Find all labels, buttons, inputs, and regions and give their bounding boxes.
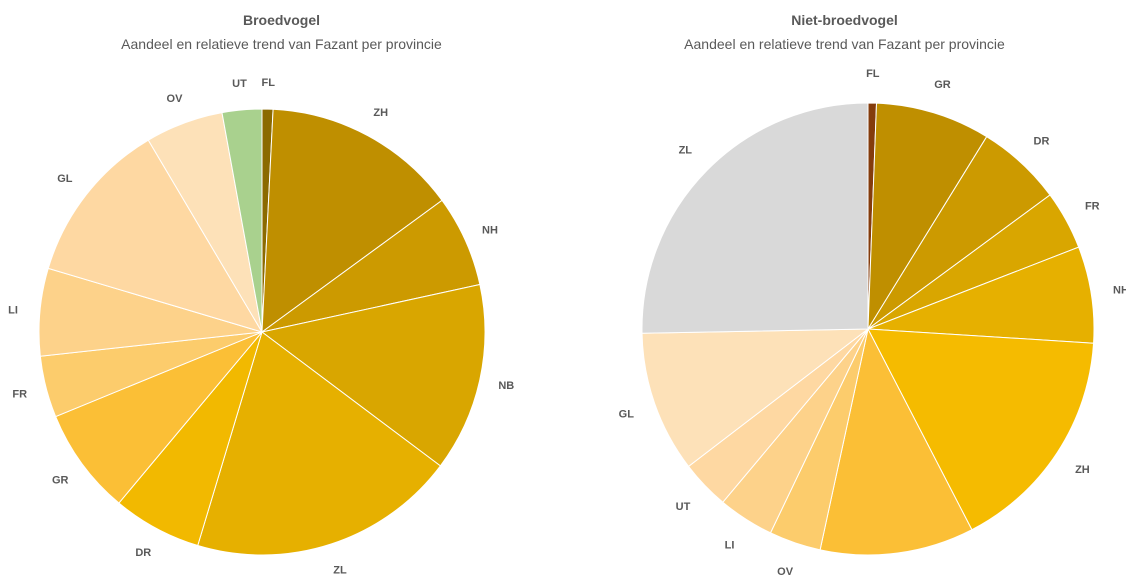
pie-slice-gl (47, 139, 264, 333)
pie-slice-ut (221, 108, 263, 333)
chart-title: Broedvogel (242, 12, 320, 28)
slice-label-zl: ZL (333, 565, 347, 577)
pie-slice-zl (641, 102, 869, 334)
chart-broedvogel: FL ZH NH NB ZL DR GR FR LI GL OV UT Broedvogel Aand… (8, 12, 514, 577)
pie-slice-gr (867, 102, 988, 331)
slice-label-li: LI (8, 305, 18, 317)
slice-label-fr: FR (12, 389, 27, 401)
pie-slice-zl (197, 331, 442, 556)
slice-label-gl: GL (619, 408, 635, 420)
slice-label-ut: UT (676, 501, 691, 513)
slice-label-dr: DR (135, 547, 151, 559)
pie-slice-gl (641, 328, 870, 468)
slice-label-zh: ZH (373, 107, 388, 119)
chart-subtitle: Aandeel en relatieve trend van Fazant pe… (684, 36, 1005, 52)
slice-label-nh: NH (482, 224, 498, 236)
slice-label-gr: GR (934, 79, 951, 91)
slice-label-ov: OV (167, 93, 184, 105)
chart-subtitle: Aandeel en relatieve trend van Fazant pe… (121, 36, 442, 52)
slice-label-nb: NB (498, 380, 514, 392)
slice-label-ut: UT (232, 78, 247, 90)
pie-slice-gr (54, 331, 263, 504)
chart-title: Niet-broedvogel (791, 12, 898, 28)
slice-label-fl: FL (866, 68, 880, 80)
pie-slice-zh (867, 328, 1095, 531)
pie-slice-nb (819, 327, 973, 556)
slice-label-nh: NH (1113, 285, 1126, 297)
pie-slice-zh (261, 108, 443, 334)
slice-label-zh: ZH (1075, 464, 1090, 476)
pie-slice-nb (260, 283, 486, 467)
slice-label-fr: FR (1085, 201, 1100, 213)
slice-label-fl: FL (261, 77, 275, 89)
slice-label-gr: GR (52, 475, 69, 487)
slice-label-dr: DR (1034, 136, 1050, 148)
pie-chart-niet-broedvogel: FLGRDRFRNHZHNBOVLIUTGLZL (619, 68, 1126, 578)
slice-label-ov: OV (777, 566, 794, 578)
slice-label-li: LI (725, 539, 735, 551)
pie-chart-broedvogel: FL ZH NH NB ZL DR GR FR LI GL OV UT (8, 77, 514, 577)
chart-niet-broedvogel: FLGRDRFRNHZHNBOVLIUTGLZL Niet-broedvogel… (563, 0, 1126, 578)
slice-label-gl: GL (57, 173, 73, 185)
slice-label-zl: ZL (679, 145, 693, 157)
